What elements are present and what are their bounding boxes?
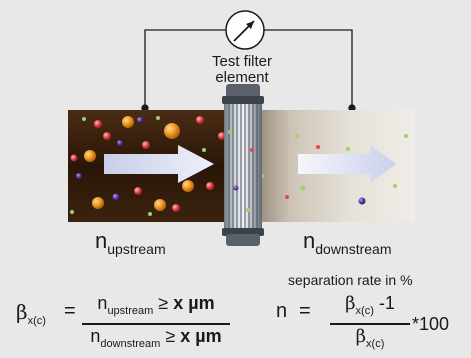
beta-equals: = xyxy=(64,300,76,322)
particle xyxy=(84,150,96,162)
filter-label-line1: Test filter xyxy=(211,53,272,70)
particle xyxy=(202,148,206,152)
particle xyxy=(172,204,180,212)
particle xyxy=(142,141,150,149)
fraction-bar xyxy=(82,323,230,325)
particle xyxy=(148,212,152,216)
particle xyxy=(393,184,397,188)
beta-subscript: x(c) xyxy=(27,315,46,327)
beta-numerator: nupstream ≥ x µm xyxy=(97,293,215,317)
separation-rate-label: separation rate in % xyxy=(288,272,413,288)
downstream-flow-arrow xyxy=(298,145,396,183)
sensor-wiring xyxy=(141,29,356,112)
particle xyxy=(404,134,408,138)
beta-lhs: βx(c) xyxy=(16,300,46,327)
n-equals: = xyxy=(299,300,311,322)
particle xyxy=(137,117,143,123)
test-filter-element xyxy=(222,84,264,246)
particle xyxy=(206,182,214,190)
particle xyxy=(76,173,82,179)
particle xyxy=(358,197,366,205)
particle xyxy=(164,123,180,139)
particle xyxy=(94,120,102,128)
separation-numerator: βx(c) -1 xyxy=(345,293,395,317)
particle xyxy=(70,154,78,162)
particle xyxy=(154,199,166,211)
particle xyxy=(117,140,123,146)
filter-label-line2: element xyxy=(215,69,269,86)
fraction-bar xyxy=(330,323,410,325)
filter-label: Test filter element xyxy=(192,54,292,86)
pressure-gauge-icon xyxy=(225,10,265,50)
multiplier: *100 xyxy=(412,314,450,334)
upstream-subscript: upstream xyxy=(107,241,166,257)
upstream-particles xyxy=(70,116,235,216)
separation-denominator: βx(c) xyxy=(355,325,385,350)
particle xyxy=(156,116,160,120)
particle xyxy=(122,116,134,128)
particle xyxy=(82,117,86,121)
separation-fraction: βx(c) -1 βx(c) xyxy=(330,292,410,355)
particle xyxy=(285,195,289,199)
downstream-subscript: downstream xyxy=(315,241,392,257)
particle xyxy=(182,180,194,192)
particle xyxy=(112,193,120,201)
particle xyxy=(70,210,74,214)
particle xyxy=(92,197,104,209)
n-lhs: n xyxy=(276,300,288,322)
particle xyxy=(134,187,142,195)
n-symbol: n xyxy=(95,228,108,253)
beta-fraction: nupstream ≥ x µm ndownstream ≥ x µm xyxy=(82,292,230,355)
upstream-flow-arrow xyxy=(104,145,214,183)
particle xyxy=(103,132,111,140)
n-symbol: n xyxy=(303,228,316,253)
n-downstream-label: ndownstream xyxy=(303,228,392,257)
particle xyxy=(196,116,204,124)
beta-symbol: β xyxy=(16,300,28,324)
particle xyxy=(300,185,306,191)
n-upstream-label: nupstream xyxy=(95,228,166,257)
beta-denominator: ndownstream ≥ x µm xyxy=(90,325,222,350)
particle xyxy=(316,145,320,149)
particle xyxy=(346,147,350,151)
particle xyxy=(295,134,299,138)
